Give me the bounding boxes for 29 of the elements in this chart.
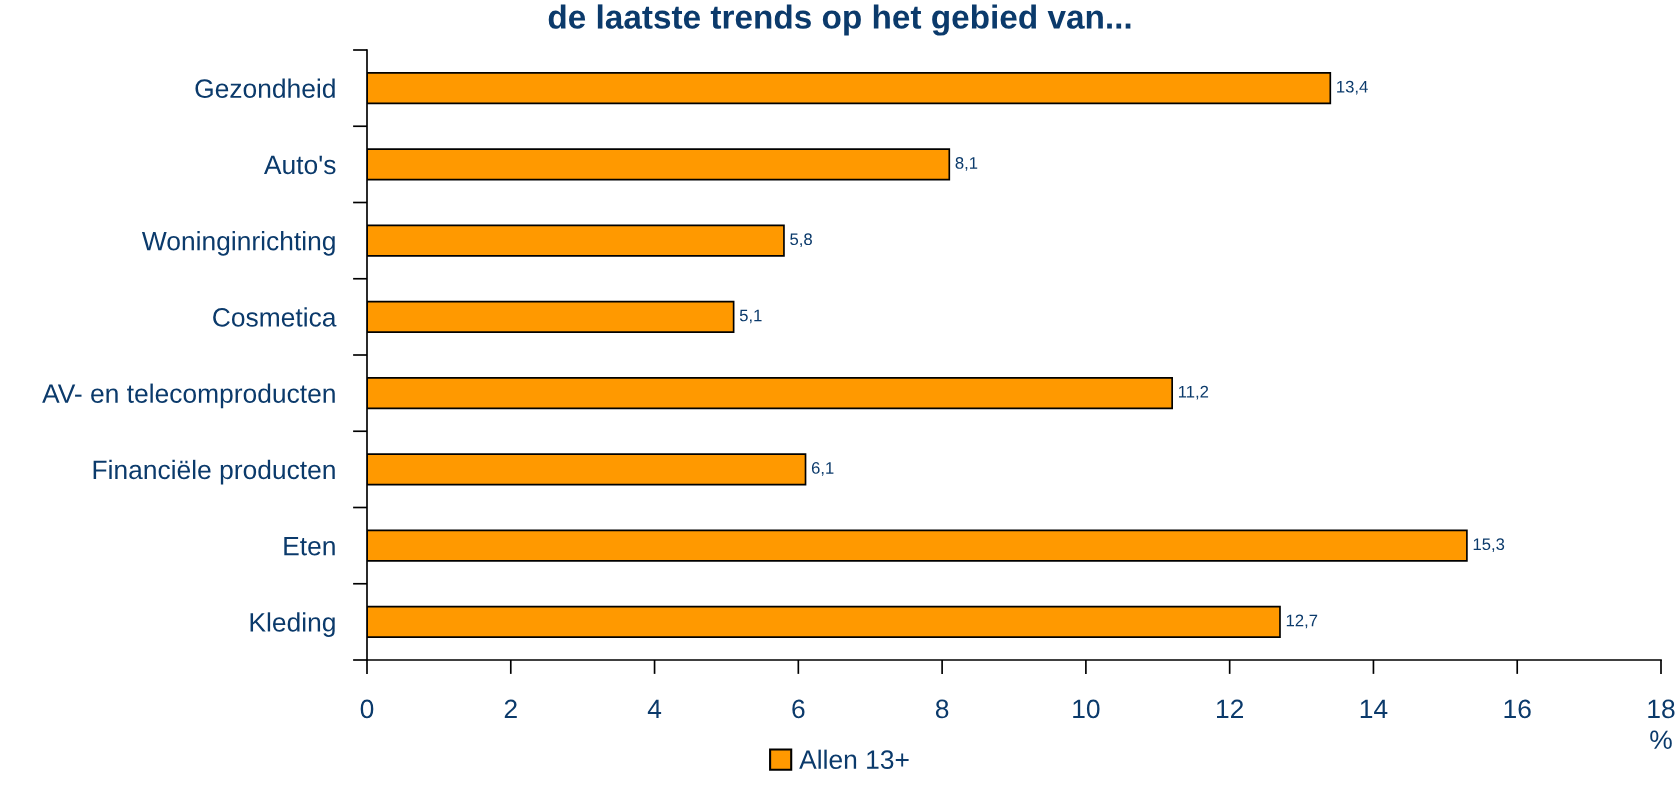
y-tick-label: Gezondheid bbox=[195, 78, 335, 98]
data-label: 8,1 bbox=[955, 157, 978, 171]
x-tick-label: 16 bbox=[1504, 699, 1531, 719]
data-label: 5,1 bbox=[739, 309, 762, 324]
data-label: 11,2 bbox=[1178, 385, 1209, 400]
data-label: 5,8 bbox=[790, 233, 812, 248]
data-label: 13,4 bbox=[1337, 80, 1368, 95]
y-tick-label: Woninginrichting bbox=[141, 231, 335, 256]
data-label: 6,1 bbox=[811, 462, 834, 476]
x-tick-label: 0 bbox=[360, 699, 374, 719]
y-tick-label: Auto's bbox=[263, 155, 336, 175]
x-tick-label: 2 bbox=[504, 699, 517, 719]
y-tick-label: Eten bbox=[284, 537, 335, 556]
x-tick-label: 8 bbox=[935, 699, 949, 719]
y-tick-label: Financiële producten bbox=[93, 459, 335, 485]
x-tick-label: 4 bbox=[647, 699, 662, 719]
x-tick-label: 6 bbox=[792, 699, 805, 719]
x-tick-label: 12 bbox=[1217, 699, 1244, 719]
x-tick-label: 14 bbox=[1360, 699, 1388, 719]
data-label: 15,3 bbox=[1473, 538, 1505, 553]
chart-title: de laatste trends op het gebied van... bbox=[548, 4, 1131, 36]
x-tick-label: 18 bbox=[1648, 699, 1675, 719]
data-label: 12,7 bbox=[1286, 614, 1318, 629]
x-axis-title: % bbox=[1650, 730, 1672, 749]
x-tick-label: 10 bbox=[1073, 699, 1100, 719]
y-tick-label: Cosmetica bbox=[213, 307, 337, 327]
legend-label: Allen 13+ bbox=[799, 749, 909, 770]
y-tick-label: Kleding bbox=[250, 612, 335, 637]
y-tick-label: AV- en telecomproducten bbox=[42, 383, 335, 409]
